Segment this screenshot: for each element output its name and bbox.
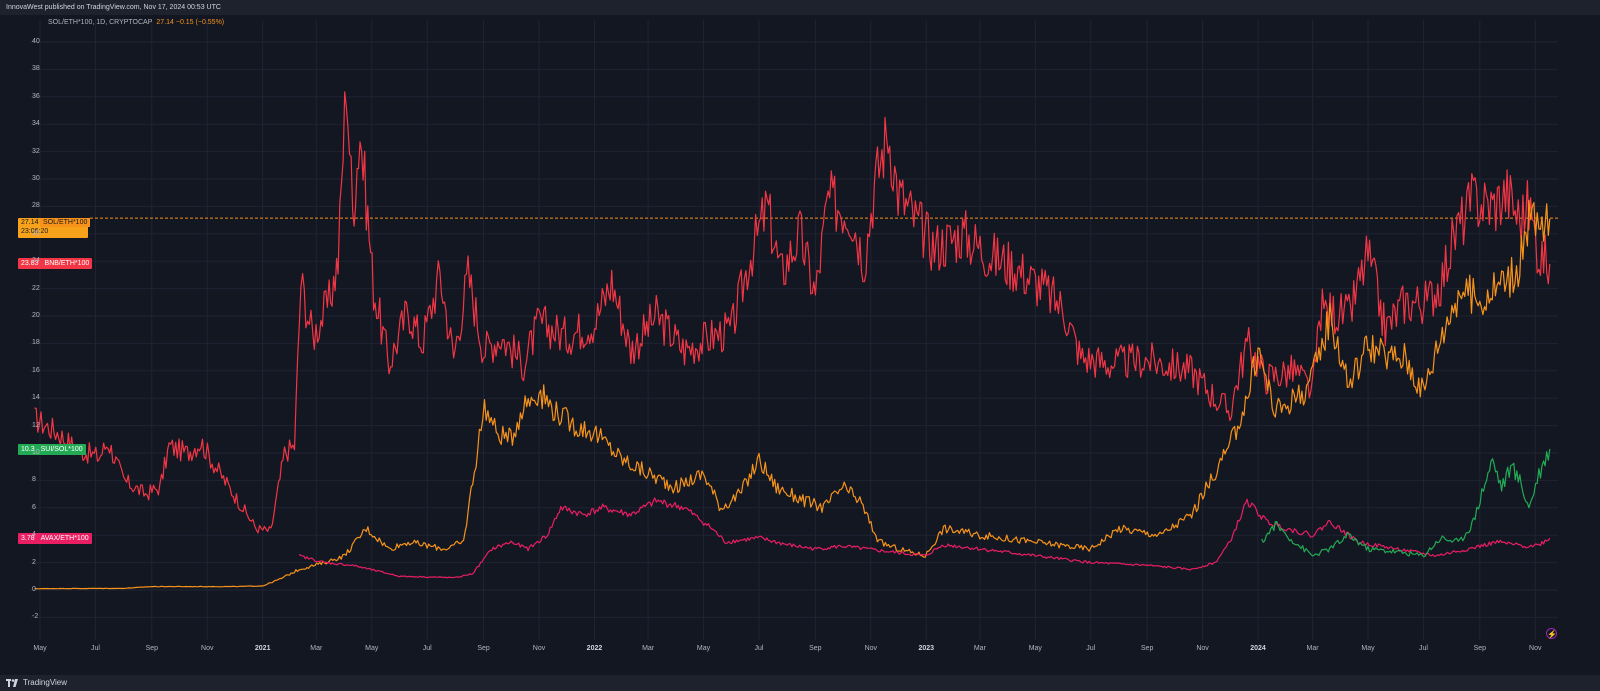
footer-bar: TradingView	[0, 675, 1600, 691]
x-tick-label: Nov	[1196, 645, 1209, 652]
x-tick-label: Mar	[310, 645, 323, 652]
badge-avax-value: 3.78	[21, 535, 35, 542]
price-chart[interactable]	[0, 15, 1600, 675]
badge-sol-countdown: 23:06:20	[21, 228, 49, 235]
series-line-sui[interactable]	[1261, 448, 1551, 558]
y-tick-label: 2	[32, 558, 36, 566]
y-tick-label: 38	[32, 65, 40, 73]
y-tick-label: 24	[32, 257, 40, 265]
badge-avax-name: AVAX/ETH*100	[40, 535, 89, 542]
x-tick-label: 2023	[918, 645, 935, 652]
x-tick-label: Jul	[754, 645, 764, 652]
price-badge-sui: 10.3 SUI/SOL*100	[18, 444, 86, 455]
y-tick-label: 28	[32, 202, 40, 210]
publisher-header: InnovaWest published on TradingView.com,…	[0, 0, 1600, 15]
x-tick-label: Jul	[1418, 645, 1428, 652]
x-tick-label: Sep	[477, 645, 490, 652]
badge-sol-value: 27.14	[21, 219, 39, 226]
price-badge-avax: 3.78 AVAX/ETH*100	[18, 533, 92, 544]
y-tick-label: 4	[32, 531, 36, 539]
footer-brand: TradingView	[23, 678, 68, 687]
x-tick-label: Nov	[1529, 645, 1542, 652]
x-tick-label: May	[365, 645, 379, 652]
symbol-text: SOL/ETH*100, 1D, CRYPTOCAP	[48, 19, 153, 26]
y-tick-label: 16	[32, 366, 40, 374]
badge-bnb-value: 23.83	[21, 260, 39, 267]
lightning-icon[interactable]: ⚡	[1546, 628, 1557, 639]
x-tick-label: Sep	[809, 645, 822, 652]
price-badge-bnb: 23.83 BNB/ETH*100	[18, 258, 93, 269]
y-tick-label: 10	[32, 449, 40, 456]
badge-bnb-name: BNB/ETH*100	[44, 260, 90, 267]
y-tick-label: 12	[32, 421, 40, 429]
tradingview-logo-icon	[6, 678, 18, 687]
y-tick-label: 14	[32, 394, 40, 402]
x-tick-label: Sep	[1473, 645, 1487, 652]
x-tick-label: Mar	[1306, 645, 1319, 652]
series-line-sol[interactable]	[34, 199, 1551, 590]
publisher-text: InnovaWest published on TradingView.com,…	[6, 4, 221, 11]
badge-sol-name: SOL/ETH*100	[40, 218, 91, 227]
x-tick-label: 2022	[586, 645, 603, 652]
x-tick-label: Jul	[90, 645, 100, 652]
x-tick-label: 2024	[1250, 645, 1266, 652]
series-line-bnb[interactable]	[34, 91, 1551, 534]
x-tick-label: Sep	[1140, 645, 1154, 652]
y-tick-label: 36	[32, 92, 40, 100]
symbol-value: 27.14 −0.15 (−0.55%)	[156, 19, 225, 26]
y-tick-label: 30	[32, 175, 40, 182]
y-tick-label: 40	[32, 38, 40, 45]
x-tick-label: May	[696, 645, 711, 652]
y-tick-label: 8	[32, 476, 36, 484]
symbol-legend[interactable]: SOL/ETH*100, 1D, CRYPTOCAP 27.14 −0.15 (−…	[48, 19, 224, 26]
x-tick-label: Nov	[864, 645, 878, 652]
y-tick-label: 6	[32, 503, 36, 511]
x-tick-label: Jul	[422, 645, 432, 652]
x-tick-label: May	[33, 645, 47, 652]
x-tick-label: Jul	[1086, 645, 1096, 652]
y-tick-label: 20	[32, 312, 40, 319]
x-tick-label: Mar	[642, 645, 655, 652]
y-tick-label: -2	[32, 613, 39, 621]
y-tick-label: 34	[32, 120, 40, 128]
price-badge-sol: 27.14 SOL/ETH*100 23:06:20	[18, 218, 91, 238]
badge-sui-name: SUI/SOL*100	[40, 446, 83, 453]
x-tick-label: 2021	[254, 645, 271, 652]
y-tick-label: 22	[32, 284, 40, 292]
y-tick-label: 32	[32, 147, 40, 155]
x-tick-label: Nov	[201, 645, 214, 652]
x-tick-label: May	[1028, 645, 1042, 652]
y-tick-label: 0	[32, 586, 36, 593]
x-tick-label: May	[1361, 645, 1375, 652]
x-tick-label: Nov	[532, 645, 546, 652]
x-tick-label: Mar	[973, 645, 986, 652]
y-tick-label: 26	[32, 229, 40, 237]
x-tick-label: Sep	[145, 645, 159, 652]
y-tick-label: 18	[32, 339, 40, 347]
series-line-avax[interactable]	[298, 497, 1551, 579]
badge-sui-value: 10.3	[21, 446, 35, 453]
